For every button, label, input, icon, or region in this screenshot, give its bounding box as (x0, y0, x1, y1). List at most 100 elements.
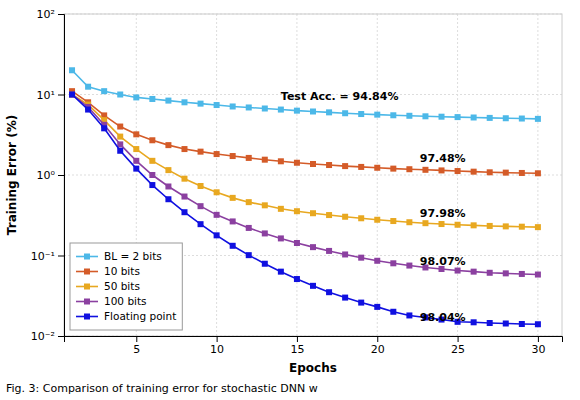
y-tick-mark (58, 175, 64, 176)
series-marker (85, 84, 91, 90)
annotation: 98.07% (420, 255, 466, 268)
series-marker (181, 99, 187, 105)
marks (69, 67, 541, 327)
y-tick-mark (58, 95, 64, 96)
legend-label: 50 bits (104, 280, 140, 292)
series-marker (181, 209, 187, 215)
series-marker (374, 304, 380, 310)
series-marker (310, 244, 316, 250)
series-marker (262, 202, 268, 208)
series-marker (406, 166, 412, 172)
series-marker (246, 225, 252, 231)
grid-line-x (377, 14, 378, 336)
series-marker (519, 321, 525, 327)
chart-container: 5101520253010⁻²10⁻¹10⁰10¹10²EpochsTraini… (0, 0, 580, 400)
series-marker (519, 224, 525, 230)
x-tick: 5 (133, 336, 140, 356)
y-tick-label: 10¹ (37, 89, 55, 102)
annotations: Test Acc. = 94.84%97.48%97.98%98.07%98.0… (281, 90, 466, 323)
series-marker (406, 219, 412, 225)
x-tick: 20 (371, 336, 385, 356)
series-marker (101, 88, 107, 94)
series-marker (230, 243, 236, 249)
legend-label: BL = 2 bits (104, 250, 162, 262)
series-marker (198, 149, 204, 155)
series-marker (278, 158, 284, 164)
y-tick-label: 10⁻² (31, 330, 55, 343)
series-marker (246, 199, 252, 205)
caption: Fig. 3: Comparison of training error for… (6, 382, 318, 395)
series-marker (294, 208, 300, 214)
series-marker (117, 148, 123, 154)
series-marker (117, 124, 123, 130)
series-marker (422, 167, 428, 173)
series-marker (471, 269, 477, 275)
series-marker (69, 67, 75, 73)
series-marker (374, 217, 380, 223)
series-marker (439, 114, 445, 120)
series-marker (198, 221, 204, 227)
plot-area: 5101520253010⁻²10⁻¹10⁰10¹10²EpochsTraini… (5, 8, 563, 375)
y-axis-line (58, 15, 65, 337)
series-marker (326, 248, 332, 254)
x-tick-mark (377, 336, 378, 342)
legend-swatch-marker (84, 254, 90, 260)
series-marker (455, 114, 461, 120)
legend-swatch-marker (84, 299, 90, 305)
series-marker (342, 251, 348, 257)
series-marker (358, 300, 364, 306)
series-marker (455, 222, 461, 228)
grid-line-x (457, 14, 458, 336)
legend-box (70, 243, 182, 330)
series-marker (503, 270, 509, 276)
series-marker (310, 161, 316, 167)
series-marker (262, 261, 268, 267)
series-marker (165, 167, 171, 173)
x-axis: 5 10 15 20 25 30 (65, 336, 563, 356)
series-marker (471, 222, 477, 228)
series-marker (358, 255, 364, 261)
series-marker (374, 165, 380, 171)
series-marker (230, 195, 236, 201)
series-marker (390, 166, 396, 172)
series-marker (487, 115, 493, 121)
x-tick-mark (217, 336, 218, 342)
series-marker (342, 110, 348, 116)
series-marker (85, 107, 91, 113)
series-marker (342, 214, 348, 220)
series-marker (214, 232, 220, 238)
y-axis: 10⁻² 10⁻¹ 10⁰ 10¹ 10² (31, 8, 65, 343)
y-tick: 10⁻² (31, 330, 64, 343)
annotation: Test Acc. = 94.84% (281, 90, 399, 103)
series-marker (310, 108, 316, 114)
x-tick-label: 25 (451, 343, 465, 356)
series-marker (535, 321, 541, 327)
series-marker (149, 158, 155, 164)
series-marker (535, 224, 541, 230)
series-marker (406, 312, 412, 318)
y-tick-label: 10⁻¹ (31, 250, 55, 263)
series-marker (149, 172, 155, 178)
x-tick-label: 5 (133, 343, 140, 356)
series-marker (262, 230, 268, 236)
series-marker (358, 164, 364, 170)
x-tick: 10 (210, 336, 224, 356)
series-marker (278, 206, 284, 212)
series-marker (262, 106, 268, 112)
legend-swatch-marker (84, 269, 90, 275)
legend-swatch-marker (84, 284, 90, 290)
series-marker (342, 163, 348, 169)
y-tick: 10¹ (37, 89, 64, 102)
series-marker (471, 169, 477, 175)
series-marker (390, 112, 396, 118)
series-marker (198, 203, 204, 209)
x-tick: 30 (531, 336, 545, 356)
y-tick: 10⁰ (37, 169, 64, 182)
y-tick-mark (58, 256, 64, 257)
series-marker (165, 196, 171, 202)
series-marker (390, 218, 396, 224)
series-marker (342, 295, 348, 301)
series-marker (487, 169, 493, 175)
x-tick: 15 (290, 336, 304, 356)
y-tick-label: 10² (37, 8, 55, 21)
